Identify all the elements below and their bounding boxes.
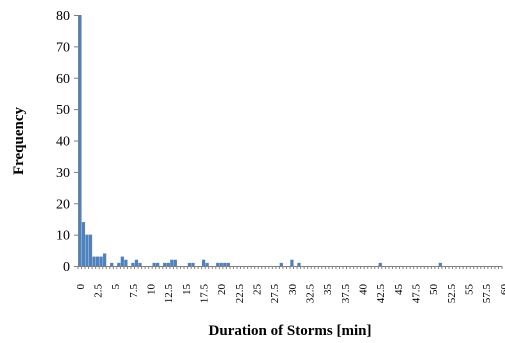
x-tick-label: 45 xyxy=(393,284,405,296)
histogram-bar xyxy=(156,262,160,266)
histogram-bar xyxy=(85,234,89,266)
histogram-bar xyxy=(124,259,128,266)
histogram-bar xyxy=(187,262,192,266)
x-tick-label: 52.5 xyxy=(446,284,458,304)
histogram-bar xyxy=(152,262,156,266)
histogram-bar xyxy=(226,262,230,266)
x-tick-label: 12.5 xyxy=(163,284,175,304)
histogram-bar xyxy=(163,262,167,266)
y-axis-ticks: 0 10 20 30 40 50 60 70 80 xyxy=(56,9,78,275)
x-tick-label: 57.5 xyxy=(481,284,493,304)
y-tick-label: 20 xyxy=(56,197,70,212)
x-axis-ticks: 0 2.5 5 7.5 10 12.5 15 17.5 20 22.5 25 27.5 30 32.5 35… xyxy=(75,266,505,303)
x-tick-label: 37.5 xyxy=(340,284,352,304)
y-tick-label: 10 xyxy=(56,229,70,244)
x-tick-label: 20 xyxy=(216,284,228,296)
x-tick-label: 27.5 xyxy=(269,284,281,304)
x-tick-label: 35 xyxy=(322,284,334,296)
x-tick-label: 17.5 xyxy=(198,284,210,304)
histogram-bar xyxy=(216,262,220,266)
y-tick-label: 30 xyxy=(56,166,70,181)
histogram-bar xyxy=(138,262,142,266)
histogram-bar xyxy=(92,256,96,266)
histogram-bar xyxy=(438,262,442,266)
histogram-bar xyxy=(134,259,139,266)
x-tick-label: 22.5 xyxy=(234,284,246,304)
histogram-bar xyxy=(81,222,86,266)
x-tick-label: 0 xyxy=(75,284,87,290)
histogram-bar xyxy=(99,256,103,266)
y-tick-label: 0 xyxy=(63,260,70,275)
x-tick-label: 2.5 xyxy=(92,284,104,298)
x-tick-label: 30 xyxy=(287,284,299,296)
x-axis-title: Duration of Storms [min] xyxy=(209,323,372,339)
histogram-bar xyxy=(290,259,294,266)
histogram-bar xyxy=(201,259,206,266)
y-tick-label: 50 xyxy=(56,103,70,118)
y-tick-label: 40 xyxy=(56,135,70,150)
histogram-bar xyxy=(110,262,114,266)
x-tick-label: 25 xyxy=(251,284,263,296)
histogram-bar xyxy=(223,262,227,266)
y-tick-label: 80 xyxy=(56,9,70,24)
x-tick-label: 55 xyxy=(463,284,475,296)
x-tick-label: 47.5 xyxy=(410,284,422,304)
x-tick-label: 42.5 xyxy=(375,284,387,304)
histogram-bar xyxy=(279,262,283,266)
histogram-bar xyxy=(297,262,301,266)
histogram-bar xyxy=(78,15,82,266)
y-tick-label: 70 xyxy=(56,40,70,55)
histogram-bar xyxy=(173,259,177,266)
y-axis-title: Frequency xyxy=(11,106,27,175)
x-tick-label: 32.5 xyxy=(304,284,316,304)
histogram-bar xyxy=(131,262,135,266)
x-tick-label: 7.5 xyxy=(128,284,140,298)
y-tick-label: 60 xyxy=(56,72,70,87)
histogram-bar xyxy=(88,234,93,266)
x-tick-label: 5 xyxy=(110,284,122,290)
histogram-bar xyxy=(103,253,107,266)
histogram-bar xyxy=(166,262,170,266)
histogram-bar xyxy=(219,262,223,266)
histogram-bar xyxy=(120,256,124,266)
x-tick-label: 10 xyxy=(145,284,157,296)
histogram-bar xyxy=(117,262,121,266)
x-tick-label: 15 xyxy=(181,284,193,296)
x-tick-label: 60 xyxy=(499,284,505,296)
histogram-bar xyxy=(95,256,100,266)
x-tick-label: 40 xyxy=(357,284,369,296)
histogram-bar xyxy=(205,262,209,266)
x-tick-label: 50 xyxy=(428,284,440,296)
histogram-bars xyxy=(78,15,442,266)
histogram-bar xyxy=(170,259,174,266)
histogram-bar xyxy=(378,262,382,266)
histogram-bar xyxy=(191,262,195,266)
